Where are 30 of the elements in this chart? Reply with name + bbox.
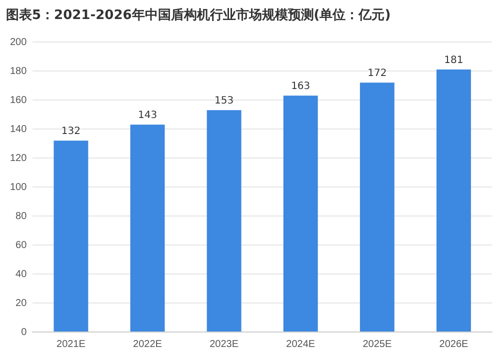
x-tick-label: 2022E: [133, 338, 162, 350]
y-tick-label: 100: [10, 182, 28, 193]
bar: [206, 110, 242, 332]
x-tick-label: 2023E: [210, 338, 239, 350]
y-tick-label: 0: [21, 326, 28, 338]
x-tick-label: 2026E: [439, 338, 469, 350]
y-tick-label: 180: [10, 66, 28, 77]
data-label: 132: [61, 126, 81, 138]
y-tick-label: 60: [16, 240, 28, 251]
y-tick-label: 120: [10, 152, 28, 164]
y-tick-label: 80: [16, 210, 28, 222]
bar: [130, 124, 165, 332]
chart-title: 图表5：2021-2026年中国盾构机行业市场规模预测(单位：亿元): [6, 6, 392, 24]
y-tick-label: 20: [16, 298, 28, 309]
y-tick-label: 140: [10, 124, 28, 135]
bar: [283, 96, 318, 332]
bar: [54, 140, 88, 332]
data-label: 153: [214, 96, 234, 107]
y-tick-label: 40: [16, 268, 28, 280]
data-label: 163: [291, 81, 310, 92]
x-tick-label: 2024E: [286, 338, 316, 350]
x-tick-label: 2025E: [362, 338, 392, 350]
y-tick-label: 200: [10, 36, 28, 48]
data-label: 172: [368, 68, 387, 80]
x-tick-label: 2021E: [56, 338, 86, 350]
y-tick-label: 160: [10, 94, 28, 106]
data-label: 181: [444, 55, 464, 66]
data-label: 143: [138, 110, 158, 122]
bar: [360, 82, 394, 332]
bar: [436, 70, 471, 332]
